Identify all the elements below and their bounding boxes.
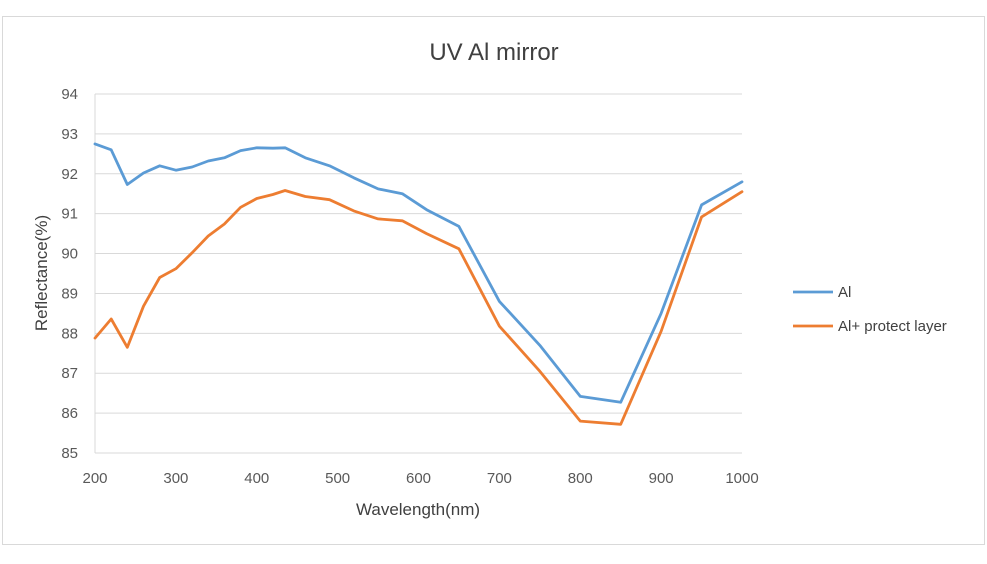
- y-tick-label: 91: [61, 206, 78, 223]
- x-tick-label: 500: [325, 470, 350, 487]
- x-tick-label: 400: [244, 470, 269, 487]
- x-tick-label: 1000: [725, 470, 758, 487]
- x-tick-label: 900: [649, 470, 674, 487]
- x-tick-label: 200: [82, 470, 107, 487]
- x-tick-label: 700: [487, 470, 512, 487]
- x-tick-label: 800: [568, 470, 593, 487]
- gridlines: [95, 93, 742, 454]
- chart-title: UV Al mirror: [429, 39, 558, 66]
- y-tick-label: 90: [61, 246, 78, 263]
- y-tick-label: 88: [61, 325, 78, 342]
- y-tick-label: 86: [61, 405, 78, 422]
- legend: Al Al+ protect layer: [793, 284, 947, 335]
- y-tick-label: 93: [61, 126, 78, 143]
- chart-frame: [2, 16, 985, 545]
- y-tick-label: 85: [61, 445, 78, 462]
- y-tick-label: 89: [61, 285, 78, 302]
- series-lines: [93, 142, 744, 426]
- series-line-al-protect-layer: [93, 189, 744, 426]
- x-tick-label: 600: [406, 470, 431, 487]
- legend-label: Al: [838, 284, 851, 301]
- legend-label: Al+ protect layer: [838, 318, 947, 335]
- y-axis-title: Reflectance(%): [32, 215, 51, 331]
- series-line-al: [93, 142, 744, 404]
- y-tick-label: 94: [61, 86, 78, 103]
- y-tick-label: 92: [61, 166, 78, 183]
- x-tick-label: 300: [163, 470, 188, 487]
- x-axis-title: Wavelength(nm): [356, 500, 480, 519]
- axes: 85 86 87 88 89 90 91 92 93 94 200 300 400 500 600 700 80…: [61, 86, 758, 487]
- y-tick-label: 87: [61, 365, 78, 382]
